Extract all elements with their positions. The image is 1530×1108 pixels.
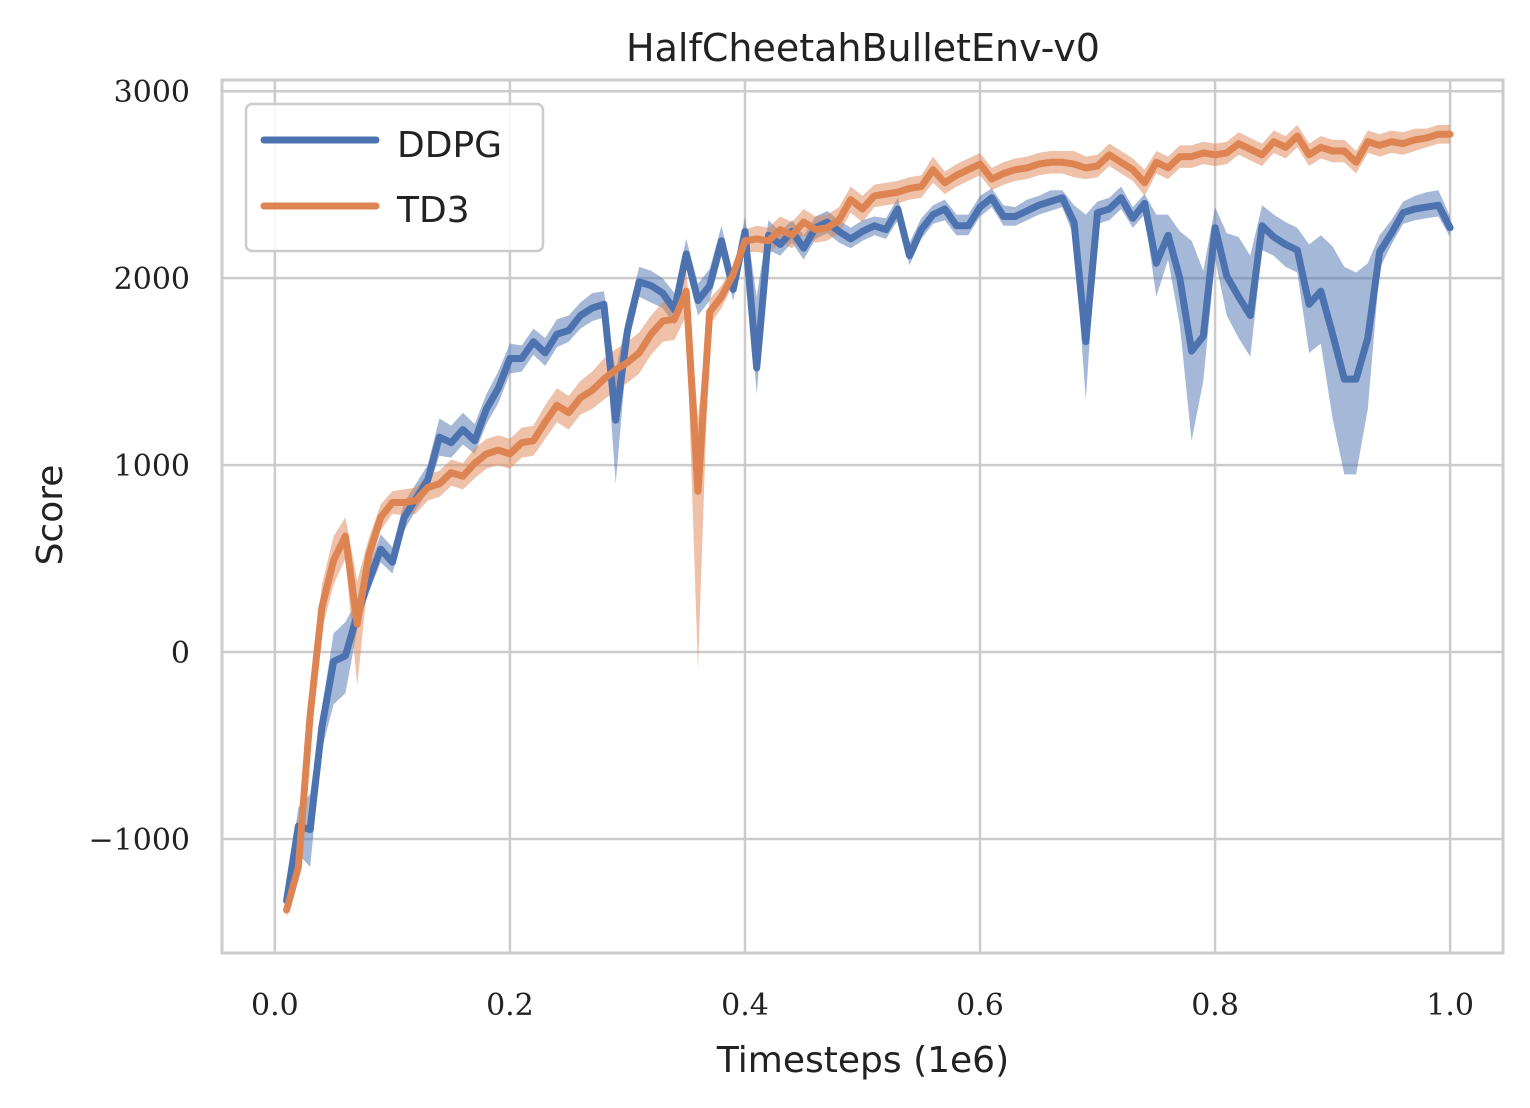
x-tick-label: 0.2 (486, 988, 534, 1023)
legend-label-td3: TD3 (396, 190, 470, 231)
x-tick-label: 0.0 (251, 988, 299, 1023)
x-tick-label: 0.6 (956, 988, 1004, 1023)
legend-label-ddpg: DDPG (397, 125, 502, 166)
x-axis-label: Timesteps (1e6) (716, 1040, 1009, 1081)
series-lines (283, 130, 1454, 914)
confidence-band-ddpg (286, 186, 1451, 914)
y-tick-label: 1000 (114, 449, 190, 484)
y-tick-label: 2000 (114, 262, 190, 297)
confidence-bands (286, 124, 1451, 918)
y-tick-label: −1000 (89, 823, 190, 858)
x-tick-label: 0.8 (1191, 988, 1239, 1023)
y-axis-label: Score (30, 465, 71, 566)
plot-frame (220, 78, 1505, 955)
y-axis-ticks: −1000 0 1000 2000 3000 (89, 75, 190, 858)
series-line-td3 (283, 130, 1454, 914)
x-tick-label: 1.0 (1426, 988, 1474, 1023)
y-tick-label: 0 (171, 636, 190, 671)
x-axis-ticks: 0.0 0.2 0.4 0.6 0.8 1.0 (251, 988, 1474, 1023)
legend: DDPG TD3 (244, 102, 545, 253)
x-tick-label: 0.4 (721, 988, 769, 1023)
y-tick-label: 3000 (114, 75, 190, 110)
series-line-ddpg (283, 194, 1454, 905)
chart-title: HalfCheetahBulletEnv-v0 (626, 26, 1100, 70)
